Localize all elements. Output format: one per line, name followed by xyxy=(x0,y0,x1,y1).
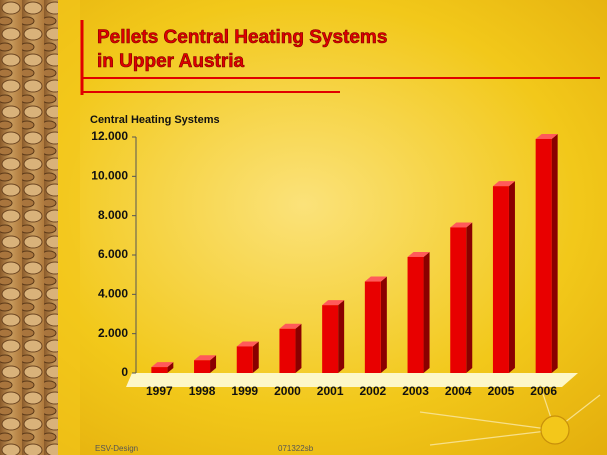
x-tick-label: 2003 xyxy=(402,384,429,398)
y-axis-label: Central Heating Systems xyxy=(90,114,220,126)
x-tick-label: 1998 xyxy=(189,384,216,398)
footer-text: ESV-Design xyxy=(95,444,138,453)
bar-top xyxy=(407,251,430,257)
title-line: in Upper Austria xyxy=(97,51,245,72)
bar-top xyxy=(450,222,473,228)
x-tick-label: 2004 xyxy=(445,384,472,398)
bar-top xyxy=(492,181,515,187)
bar-side xyxy=(423,251,430,373)
bar xyxy=(407,256,424,373)
y-tick-label: 6.000 xyxy=(98,247,128,261)
y-tick-label: 0 xyxy=(121,365,128,379)
y-tick-label: 10.000 xyxy=(91,169,128,183)
pellet-strip xyxy=(0,0,58,455)
bar-side xyxy=(338,300,345,373)
bar xyxy=(236,346,253,373)
x-tick-label: 1997 xyxy=(146,384,173,398)
x-tick-label: 1999 xyxy=(231,384,258,398)
bar-side xyxy=(466,222,473,373)
bar xyxy=(450,227,467,373)
y-tick-label: 4.000 xyxy=(98,287,128,301)
title-line: Pellets Central Heating Systems xyxy=(97,27,387,48)
x-tick-label: 2000 xyxy=(274,384,301,398)
bar-top xyxy=(322,300,345,306)
x-tick-label: 2006 xyxy=(530,384,557,398)
x-tick-label: 2005 xyxy=(488,384,515,398)
bar xyxy=(194,360,211,373)
bar-top xyxy=(151,362,174,368)
bar-side xyxy=(508,181,515,373)
bar-top xyxy=(364,276,387,282)
strip-fade xyxy=(58,0,80,455)
x-tick-label: 2002 xyxy=(359,384,386,398)
bar-side xyxy=(167,362,174,373)
bar-top xyxy=(279,323,302,329)
bar xyxy=(535,138,552,373)
bar-top xyxy=(194,355,217,361)
bar-side xyxy=(295,323,302,373)
bar xyxy=(151,367,168,373)
bar-side xyxy=(380,276,387,373)
bar xyxy=(492,186,509,373)
bar-side xyxy=(551,133,558,373)
floor xyxy=(126,373,578,387)
y-tick-label: 2.000 xyxy=(98,326,128,340)
bar-top xyxy=(236,341,259,347)
footer-text: 071322sb xyxy=(278,444,314,453)
y-tick-label: 12.000 xyxy=(91,129,128,143)
x-tick-label: 2001 xyxy=(317,384,344,398)
bar xyxy=(364,281,381,373)
bar xyxy=(279,328,296,373)
bar xyxy=(322,305,339,373)
logo xyxy=(419,384,601,446)
y-tick-label: 8.000 xyxy=(98,208,128,222)
bar-side xyxy=(210,355,217,373)
title: Pellets Central Heating Systems in Upper… xyxy=(97,27,388,73)
bar-top xyxy=(535,133,558,139)
bar-side xyxy=(252,341,259,373)
